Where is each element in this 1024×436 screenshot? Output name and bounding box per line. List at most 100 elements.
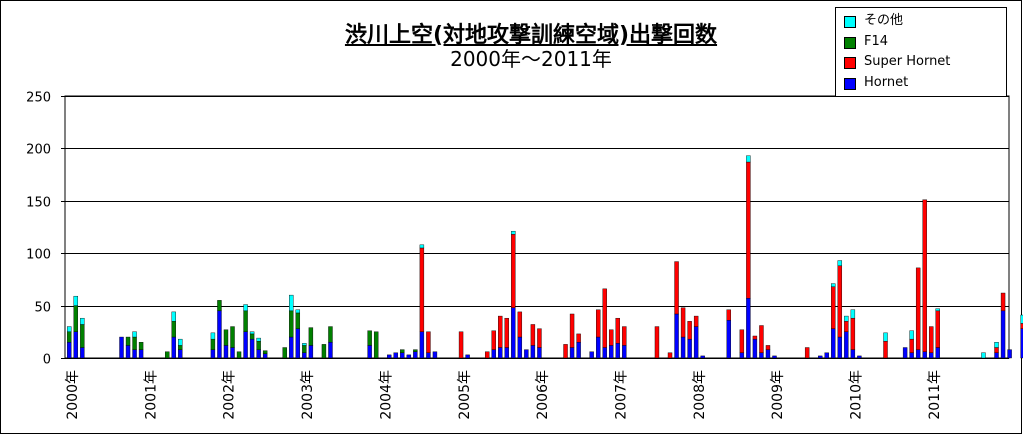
bar-super-hornet-120 [850,317,856,350]
bar-hornet-121 [857,355,862,359]
bar-hornet-52 [406,354,412,359]
bar-other-68 [511,230,516,235]
bar-super-hornet-146 [1020,323,1023,329]
legend-item-f14: F14 [844,32,1006,53]
chart-legend: その他 F14 Super Hornet Hornet [835,7,1007,97]
bar-super-hornet-103 [739,329,745,353]
bar-hornet-105 [752,338,758,359]
bar-f14-25 [230,326,235,348]
legend-label-f14: F14 [864,33,889,49]
bar-hornet-68 [511,307,516,359]
bar-hornet-132 [929,352,934,359]
bar-f14-35 [295,312,301,329]
bar-super-hornet-90 [654,326,660,359]
x-year-label-2002: 2002年 [222,370,238,420]
bar-f14-26 [236,351,242,359]
legend-item-super-hornet: Super Hornet [844,52,1006,73]
bar-super-hornet-84 [615,317,620,344]
bar-super-hornet-143 [1000,292,1006,312]
bar-hornet-142 [994,352,999,359]
bar-hornet-11 [138,349,144,359]
bar-hornet-117 [831,328,836,359]
bar-f14-29 [256,341,261,350]
bar-hornet-30 [262,353,268,359]
bar-hornet-40 [328,342,333,359]
bar-hornet-25 [230,347,235,359]
bar-hornet-46 [367,345,372,359]
bar-f14-16 [171,321,176,338]
bar-hornet-49 [387,354,392,359]
bar-hornet-35 [295,328,301,359]
bar-f14-37 [308,327,314,346]
chart-subtitle: 2000年～2011年 [450,47,612,71]
bar-super-hornet-119 [844,321,849,333]
bar-other-36 [302,343,307,346]
bar-f14-15 [165,351,170,359]
bar-f14-27 [243,310,248,332]
bar-hornet-104 [746,298,751,359]
bar-hornet-34 [289,336,294,359]
bar-other-104 [746,155,751,163]
bar-super-hornet-93 [674,261,679,315]
bar-super-hornet-81 [596,309,601,338]
bar-hornet-17 [178,349,183,359]
x-year-label-2007: 2007年 [614,370,630,420]
bar-hornet-85 [622,345,627,359]
legend-swatch-hornet [844,77,856,90]
y-tick-label-5: 250 [26,91,51,106]
x-year-label-2011: 2011年 [927,370,943,420]
bar-other-120 [850,309,856,319]
bar-hornet-67 [504,347,509,359]
bar-super-hornet-94 [680,307,686,338]
y-tick-label-0: 0 [43,353,51,368]
bar-hornet-36 [302,352,307,359]
bar-hornet-27 [243,331,248,359]
bar-hornet-144 [1007,349,1012,359]
bar-super-hornet-68 [511,234,516,308]
bar-hornet-128 [902,347,908,359]
bar-hornet-82 [602,347,607,359]
bar-f14-34 [289,310,294,338]
bar-hornet-107 [765,349,771,359]
x-year-label-2000: 2000年 [65,370,81,420]
bar-super-hornet-106 [759,325,764,353]
bar-other-10 [132,331,137,338]
bar-super-hornet-69 [517,311,523,338]
bar-super-hornet-125 [883,341,888,359]
bar-hornet-93 [674,313,679,359]
bar-super-hornet-142 [994,347,999,353]
bar-other-133 [935,308,940,312]
bar-other-16 [171,311,176,322]
legend-swatch-f14 [844,36,856,49]
bar-super-hornet-131 [922,199,927,352]
legend-swatch-other [844,16,856,28]
bar-f14-1 [73,305,79,333]
bar-hornet-72 [537,347,542,359]
bar-other-27 [243,304,248,312]
bar-hornet-120 [850,349,856,359]
bar-other-34 [289,294,294,312]
bar-hornet-16 [171,336,176,359]
bar-f14-40 [328,326,333,343]
bar-f14-36 [302,345,307,353]
bar-super-hornet-72 [537,328,542,348]
bar-hornet-77 [569,347,575,359]
bar-hornet-103 [739,352,745,359]
chart-title: 渋川上空(対地攻撃訓練空域)出撃回数 [344,23,718,48]
bar-super-hornet-71 [530,324,536,346]
bar-hornet-70 [524,349,529,359]
legend-label-super-hornet: Super Hornet [864,54,951,69]
bar-hornet-22 [210,349,216,359]
bar-hornet-80 [589,351,594,359]
bar-other-1 [73,295,79,306]
bar-other-29 [256,337,261,342]
bar-super-hornet-77 [569,313,575,348]
bar-f14-2 [80,324,85,348]
bar-hornet-51 [400,352,405,359]
bar-hornet-101 [726,320,731,359]
bar-hornet-130 [915,349,921,359]
bar-super-hornet-95 [687,321,692,340]
bar-other-22 [210,332,216,340]
